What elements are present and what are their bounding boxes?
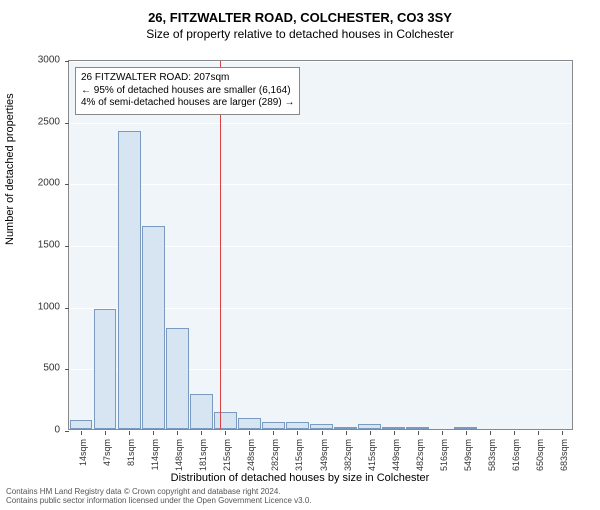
- annotation-line1: 26 FITZWALTER ROAD: 207sqm: [81, 72, 294, 85]
- bar: [454, 427, 477, 429]
- histogram-plot: 26 FITZWALTER ROAD: 207sqm ← 95% of deta…: [68, 60, 573, 430]
- y-ticks: 050010001500200025003000: [0, 60, 64, 430]
- bar: [310, 424, 333, 429]
- footer-line1: Contains HM Land Registry data © Crown c…: [6, 487, 594, 497]
- page-title: 26, FITZWALTER ROAD, COLCHESTER, CO3 3SY: [0, 10, 600, 25]
- gridline: [69, 123, 572, 124]
- gridline: [69, 61, 572, 62]
- bar: [70, 420, 93, 429]
- bar: [214, 412, 237, 429]
- annotation-line3: 4% of semi-detached houses are larger (2…: [81, 97, 294, 110]
- bar: [382, 427, 405, 429]
- bar: [190, 394, 213, 429]
- y-tick-label: 2500: [38, 116, 60, 127]
- y-tick-label: 0: [54, 425, 60, 436]
- y-tick-label: 1500: [38, 240, 60, 251]
- bar: [358, 424, 381, 429]
- bar: [286, 422, 309, 429]
- marker-line: [220, 61, 221, 429]
- annotation-line2: ← 95% of detached houses are smaller (6,…: [81, 85, 294, 98]
- bar: [118, 131, 141, 429]
- footer: Contains HM Land Registry data © Crown c…: [6, 487, 594, 506]
- bar: [238, 418, 261, 429]
- annotation-box: 26 FITZWALTER ROAD: 207sqm ← 95% of deta…: [75, 67, 300, 115]
- y-tick-label: 1000: [38, 301, 60, 312]
- bar: [94, 309, 117, 429]
- y-tick-label: 3000: [38, 55, 60, 66]
- footer-line2: Contains public sector information licen…: [6, 496, 594, 506]
- y-tick-label: 500: [43, 363, 60, 374]
- subtitle: Size of property relative to detached ho…: [0, 27, 600, 41]
- bar: [142, 226, 165, 430]
- bar: [406, 427, 429, 429]
- y-tick-label: 2000: [38, 178, 60, 189]
- bar: [262, 422, 285, 429]
- bar: [334, 427, 357, 429]
- gridline: [69, 184, 572, 185]
- bar: [166, 328, 189, 429]
- x-axis-label: Distribution of detached houses by size …: [0, 472, 600, 484]
